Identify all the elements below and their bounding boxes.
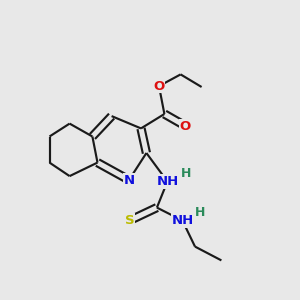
Text: NH: NH <box>171 214 194 227</box>
Text: H: H <box>181 167 191 180</box>
Text: H: H <box>195 206 205 220</box>
Text: NH: NH <box>156 175 178 188</box>
Text: N: N <box>123 173 135 187</box>
Text: O: O <box>153 80 165 93</box>
Text: S: S <box>125 214 134 227</box>
Text: O: O <box>180 119 191 133</box>
